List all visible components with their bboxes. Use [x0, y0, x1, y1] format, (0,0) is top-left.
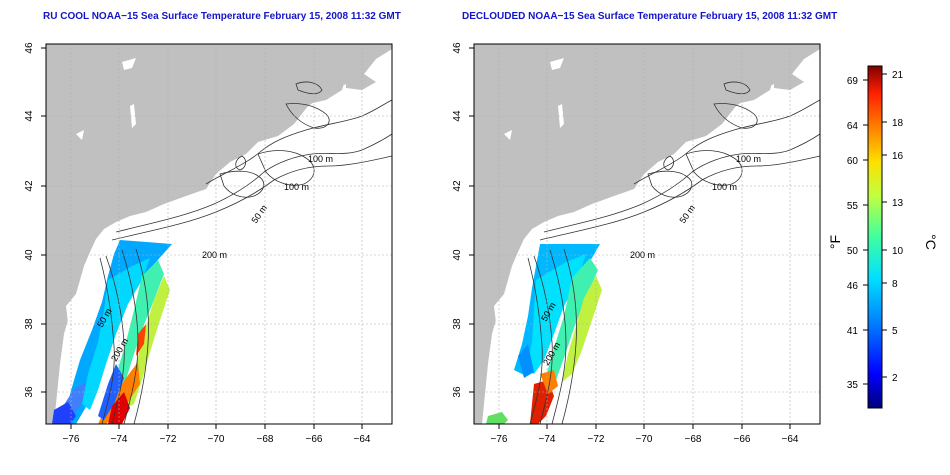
f-tick-label: 35	[847, 380, 859, 391]
map-frame	[473, 43, 821, 425]
map-left: 100 m 100 m 50 m 200 m 50 m 200 m −76 −7…	[24, 42, 393, 445]
c-tick-label: 2	[892, 373, 898, 384]
x-tick-label: −72	[160, 434, 177, 445]
c-tick-label: 13	[892, 198, 904, 209]
c-tick-label: 8	[892, 279, 898, 290]
x-tick-label: −64	[354, 434, 371, 445]
y-tick-label: 46	[24, 42, 35, 54]
contour-label: 200 m	[630, 250, 655, 260]
colorbar-ticks	[863, 73, 887, 385]
fahrenheit-label: °F	[827, 235, 843, 249]
grid-lines	[474, 44, 820, 424]
f-tick-label: 55	[847, 201, 859, 212]
contour-label: 100 m	[308, 154, 333, 164]
c-tick-label: 21	[892, 70, 904, 81]
f-tick-label: 69	[847, 76, 859, 87]
axis-ticks	[469, 47, 791, 429]
y-tick-label: 44	[452, 110, 463, 122]
y-tick-label: 40	[452, 249, 463, 261]
x-tick-label: −68	[257, 434, 274, 445]
y-tick-label: 44	[24, 110, 35, 122]
x-axis-labels: −76 −74 −72 −70 −68 −66 −64	[63, 434, 371, 445]
y-axis-labels: 36 38 40 42 44 46	[24, 42, 35, 398]
map-frame	[45, 43, 393, 425]
y-tick-label: 38	[24, 318, 35, 330]
contour-label: 100 m	[712, 182, 737, 192]
y-tick-label: 36	[452, 386, 463, 398]
x-tick-label: −74	[539, 434, 556, 445]
axis-ticks	[41, 47, 363, 429]
c-tick-label: 18	[892, 118, 904, 129]
x-axis-labels: −76 −74 −72 −70 −68 −66 −64	[491, 434, 799, 445]
x-tick-label: −76	[491, 434, 508, 445]
contour-label: 200 m	[202, 250, 227, 260]
c-tick-label: 10	[892, 246, 904, 257]
x-tick-label: −70	[208, 434, 225, 445]
f-tick-label: 64	[847, 121, 859, 132]
x-tick-label: −72	[588, 434, 605, 445]
contour-label: 100 m	[284, 182, 309, 192]
x-tick-label: −76	[63, 434, 80, 445]
y-tick-label: 46	[452, 42, 463, 54]
map-right: 100 m 100 m 50 m 200 m 50 m 200 m −76 −7…	[452, 42, 821, 445]
colorbar: 69 64 60 55 50 46 41 35 21 18 16 13 10 8…	[827, 65, 939, 409]
x-tick-label: −64	[782, 434, 799, 445]
map-title-left: RU COOL NOAA−15 Sea Surface Temperature …	[43, 11, 401, 22]
sst-swath	[486, 244, 602, 424]
f-tick-label: 60	[847, 156, 859, 167]
c-tick-label: 16	[892, 151, 904, 162]
map-title-right: DECLOUDED NOAA−15 Sea Surface Temperatur…	[462, 11, 838, 22]
f-tick-label: 46	[847, 281, 859, 292]
f-tick-label: 41	[847, 326, 859, 337]
fahrenheit-ticks: 69 64 60 55 50 46 41 35	[847, 76, 859, 391]
x-tick-label: −74	[111, 434, 128, 445]
y-tick-label: 38	[452, 318, 463, 330]
contour-label: 100 m	[736, 154, 761, 164]
colorbar-gradient	[867, 65, 883, 409]
x-tick-label: −66	[734, 434, 751, 445]
grid-lines	[46, 44, 392, 424]
y-axis-labels: 36 38 40 42 44 46	[452, 42, 463, 398]
y-tick-label: 42	[452, 180, 463, 192]
x-tick-label: −66	[306, 434, 323, 445]
y-tick-label: 36	[24, 386, 35, 398]
c-tick-label: 5	[892, 326, 898, 337]
y-tick-label: 42	[24, 180, 35, 192]
x-tick-label: −68	[685, 434, 702, 445]
f-tick-label: 50	[847, 246, 859, 257]
lakes	[494, 58, 564, 340]
x-tick-label: −70	[636, 434, 653, 445]
celsius-label: °C	[923, 234, 939, 250]
y-tick-label: 40	[24, 249, 35, 261]
celsius-ticks: 21 18 16 13 10 8 5 2	[892, 70, 904, 384]
lakes	[66, 58, 136, 340]
